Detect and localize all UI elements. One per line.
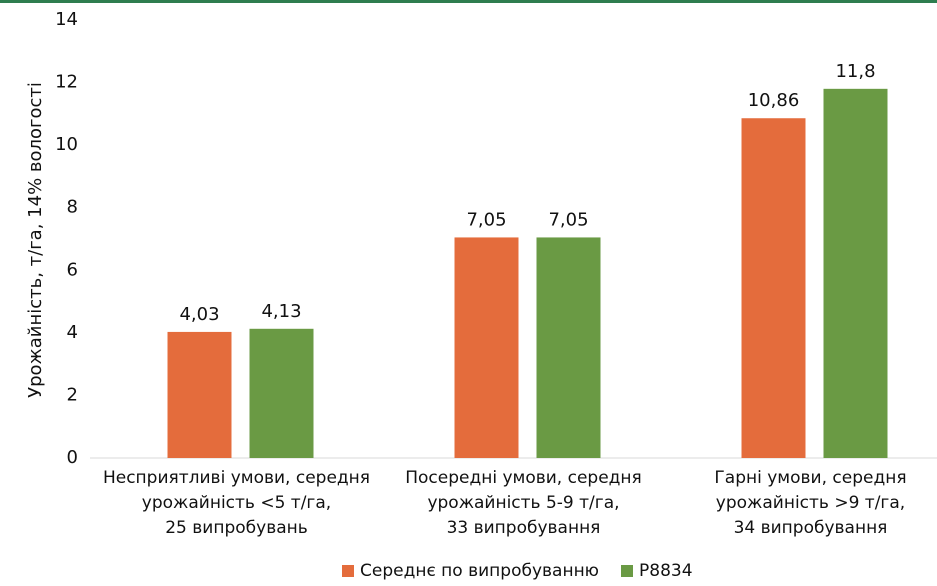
y-tick-label: 12 <box>55 72 78 93</box>
legend-label: P8834 <box>639 561 693 581</box>
legend-label: Середнє по випробуванню <box>360 561 599 581</box>
y-tick-label: 6 <box>67 259 78 280</box>
bar <box>741 118 806 458</box>
bar <box>454 237 519 458</box>
x-tick-label: Посередні умови, середня урожайність 5-9… <box>405 468 642 538</box>
x-tick-label: Несприятливі умови, середня урожайність … <box>102 468 371 538</box>
y-tick-label: 10 <box>55 134 78 155</box>
bar <box>823 88 888 458</box>
bar <box>536 237 601 458</box>
x-tick-label: Гарні умови, середня урожайність >9 т/га… <box>714 468 907 538</box>
y-tick-label: 2 <box>67 384 78 405</box>
y-tick-label: 4 <box>67 322 78 343</box>
y-tick-label: 0 <box>67 447 78 468</box>
value-label: 10,86 <box>748 90 800 111</box>
value-label: 7,05 <box>548 209 588 230</box>
legend-swatch <box>621 565 633 577</box>
value-label: 4,13 <box>261 301 301 322</box>
y-tick-label: 8 <box>67 197 78 218</box>
value-label: 7,05 <box>466 209 506 230</box>
value-label: 11,8 <box>835 61 875 82</box>
y-tick-label: 14 <box>55 9 78 30</box>
bar <box>167 331 232 458</box>
bar <box>249 328 314 458</box>
value-label: 4,03 <box>179 304 219 325</box>
y-axis-label: Урожайність, т/га, 14% вологості <box>25 82 46 398</box>
legend-swatch <box>342 565 354 577</box>
